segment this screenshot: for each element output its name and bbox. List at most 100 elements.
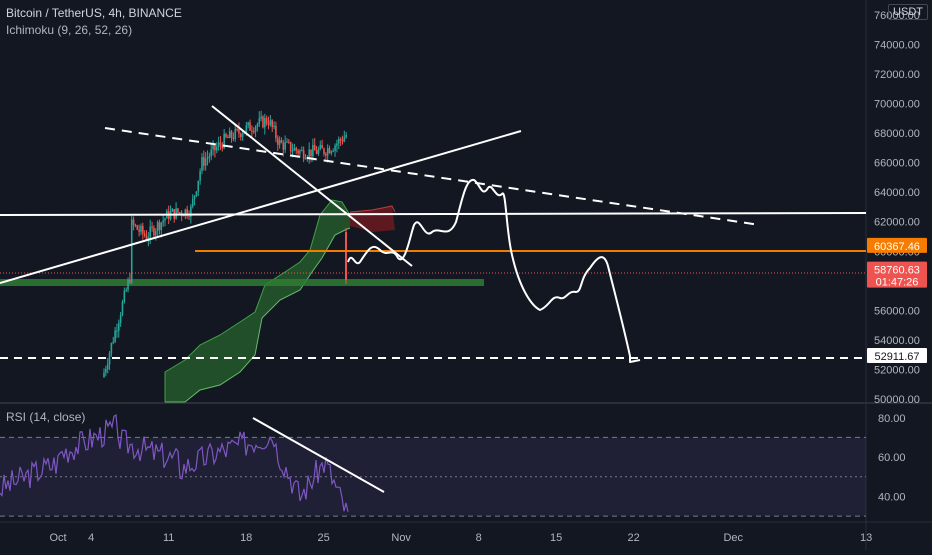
candle-body	[153, 227, 155, 236]
candle-body	[269, 120, 272, 125]
price-tick-label: 68000.00	[874, 128, 920, 140]
cloud-bullish	[165, 200, 350, 402]
candle-body	[284, 142, 286, 150]
price-label-countdown: 01:47:26	[876, 277, 919, 289]
candle-body	[288, 141, 290, 143]
candle-body	[188, 215, 190, 217]
candle-body	[158, 222, 161, 231]
candle-body	[280, 140, 283, 143]
candle-body	[337, 139, 340, 144]
candle-body	[143, 233, 146, 236]
candle-body	[262, 116, 264, 128]
candle-body	[190, 206, 192, 217]
candle-body	[239, 133, 242, 137]
time-tick-label: 8	[476, 532, 482, 544]
candle-body	[289, 141, 292, 152]
time-tick-label: Dec	[723, 532, 743, 544]
candle-body	[251, 130, 253, 132]
price-label-box	[867, 348, 927, 364]
price-label-value: 58760.63	[874, 265, 920, 277]
candle-body	[230, 131, 233, 138]
candle-body	[271, 120, 274, 127]
candle-body	[245, 125, 248, 132]
candle-body	[291, 150, 294, 152]
candle-body	[123, 290, 126, 302]
price-label-box	[867, 237, 927, 253]
candle-body	[297, 150, 299, 154]
candle-body	[105, 369, 107, 373]
ichimoku-legend: Ichimoku (9, 26, 52, 26)	[6, 23, 133, 37]
time-tick-label: 11	[163, 532, 174, 544]
candle-body	[304, 158, 307, 160]
candle-body	[334, 145, 336, 151]
rsi-tick-label: 60.00	[878, 452, 906, 464]
candle-body	[319, 145, 322, 150]
candle-body	[108, 353, 111, 365]
candle-body	[339, 139, 342, 141]
price-tick-label: 54000.00	[874, 335, 920, 347]
candle-body	[299, 150, 301, 154]
time-tick-label: 4	[88, 532, 94, 544]
candle-body	[332, 150, 335, 152]
projected-price-path	[347, 179, 641, 363]
candle-body	[212, 144, 214, 150]
candle-body	[204, 158, 207, 166]
candle-body	[162, 220, 164, 223]
candle-body	[121, 301, 124, 316]
candle-body	[267, 123, 270, 125]
price-tick-label: 50000.00	[874, 394, 920, 406]
rsi-line	[0, 414, 349, 512]
candle-body	[252, 131, 255, 133]
candle-body	[193, 195, 196, 199]
candle-body	[317, 149, 320, 154]
candle-body	[336, 143, 338, 146]
time-tick-label: 25	[318, 532, 330, 544]
price-tick-label: 52000.00	[874, 364, 920, 376]
currency-badge[interactable]: USDT	[888, 4, 928, 20]
candle-body	[254, 126, 257, 132]
candle-body	[142, 225, 144, 234]
candle-body	[201, 157, 203, 172]
candle-body	[225, 133, 227, 138]
candle-body	[186, 209, 188, 216]
candle-body	[313, 144, 316, 151]
candle-body	[273, 125, 275, 127]
time-axis: Oct 4 11 18 25 Nov 8 15 22 Dec 13	[49, 532, 872, 544]
candle-body	[278, 140, 281, 145]
falling-trendline	[211, 105, 413, 267]
candle-body	[132, 219, 135, 225]
chart-title: Bitcoin / TetherUS, 4h, BINANCE	[6, 6, 182, 20]
candle-body	[293, 147, 296, 151]
candle-body	[232, 137, 235, 139]
price-label-value: 60367.46	[874, 241, 920, 253]
candle-body	[203, 157, 205, 166]
time-tick-label: Oct	[49, 532, 66, 544]
candle-body	[214, 144, 216, 151]
candle-body	[175, 208, 177, 219]
candle-body	[310, 149, 312, 157]
candle-body	[308, 149, 310, 158]
candle-body	[114, 330, 116, 342]
candle-body	[223, 133, 225, 149]
descending-dashed-trendline	[104, 127, 761, 226]
cloud-span-b	[165, 227, 351, 403]
candle-body	[136, 225, 139, 230]
candle-body	[260, 116, 262, 119]
support-zone	[0, 279, 484, 286]
rsi-legend: RSI (14, close)	[6, 410, 86, 424]
price-tick-label: 66000.00	[874, 158, 920, 170]
candle-body	[241, 133, 244, 137]
candle-body	[326, 148, 329, 156]
candle-body	[302, 150, 305, 159]
price-tick-label: 76000.00	[874, 10, 920, 22]
candle-body	[256, 124, 259, 127]
candle-body	[106, 364, 109, 370]
candle-body	[345, 232, 347, 280]
candle-body	[345, 134, 347, 138]
candle-body	[258, 118, 261, 125]
candle-body	[191, 198, 194, 207]
